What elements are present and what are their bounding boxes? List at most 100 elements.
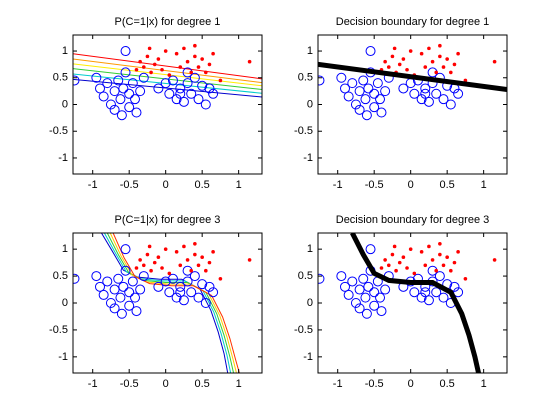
point: [185, 59, 190, 64]
point: [98, 91, 109, 102]
point: [149, 70, 153, 75]
subplot: -1 -0.5 0 0.5 1 -1 -0.5 0 0.5 1 P(C=1|x) for degre…: [49, 16, 263, 191]
point: [438, 292, 449, 303]
point: [189, 271, 200, 282]
point: [360, 292, 371, 303]
point: [390, 54, 395, 59]
point: [189, 72, 200, 83]
point: [318, 273, 325, 284]
y-tick-label: -0.5: [49, 125, 68, 137]
point: [91, 271, 102, 282]
point: [164, 287, 175, 298]
point: [141, 65, 146, 69]
point: [376, 107, 387, 118]
point: [463, 276, 468, 281]
point: [408, 49, 413, 53]
point: [492, 59, 497, 64]
point: [211, 250, 215, 254]
curve: [101, 233, 229, 373]
point: [167, 75, 178, 86]
x-tick-label: -1: [88, 378, 98, 390]
point: [431, 287, 442, 298]
point: [369, 88, 380, 99]
point: [130, 94, 141, 105]
point: [182, 244, 186, 249]
point: [115, 292, 126, 303]
point: [431, 88, 442, 99]
point: [361, 308, 372, 319]
point: [171, 94, 182, 105]
point: [445, 255, 449, 260]
point: [438, 241, 442, 246]
point: [449, 281, 460, 292]
point: [134, 266, 139, 270]
x-tick-label: -0.5: [120, 179, 139, 191]
point: [178, 263, 183, 268]
point: [118, 83, 129, 94]
point: [430, 258, 435, 262]
point: [186, 287, 197, 298]
point: [394, 268, 398, 273]
point: [193, 241, 197, 246]
y-tick-label: -1: [303, 152, 313, 164]
point: [186, 88, 197, 99]
subplot-title: P(C=1|x) for degree 1: [115, 16, 221, 28]
point: [445, 99, 456, 110]
point: [363, 83, 374, 94]
point: [120, 265, 131, 276]
point: [131, 107, 142, 118]
point: [401, 255, 406, 260]
point: [434, 268, 439, 273]
point: [423, 263, 428, 268]
curve: [73, 58, 262, 84]
point: [156, 255, 161, 260]
x-tick-label: -1: [333, 179, 343, 191]
point: [149, 268, 153, 273]
point: [138, 72, 149, 83]
point: [398, 83, 409, 94]
point: [354, 104, 365, 115]
point: [167, 271, 172, 276]
point: [423, 65, 428, 69]
point: [247, 258, 252, 262]
point: [380, 86, 391, 97]
y-tick-label: -1: [303, 351, 313, 363]
point: [340, 83, 350, 94]
point: [167, 73, 172, 77]
y-tick-label: 0.5: [53, 270, 68, 282]
point: [200, 298, 211, 308]
point: [145, 54, 150, 59]
point: [434, 271, 445, 282]
point: [131, 306, 142, 317]
y-tick-label: 0.5: [298, 72, 313, 84]
curve: [318, 61, 507, 93]
point: [369, 300, 380, 311]
point: [375, 94, 386, 105]
point: [409, 287, 420, 298]
point: [116, 308, 127, 319]
point: [340, 281, 350, 292]
point: [185, 258, 190, 262]
x-tick-label: 1: [236, 378, 242, 390]
y-tick-label: 0.5: [298, 270, 313, 282]
point: [343, 289, 354, 300]
subplot: -1 -0.5 0 0.5 1 -1 -0.5 0 0.5 1 Decision boundary …: [294, 214, 508, 390]
point: [115, 94, 126, 105]
point: [73, 273, 80, 284]
point: [441, 263, 446, 268]
point: [163, 247, 168, 251]
point: [416, 94, 427, 105]
curve: [109, 233, 237, 373]
point: [124, 287, 135, 298]
y-tick-label: 0: [62, 98, 68, 110]
point: [409, 88, 420, 99]
point: [134, 67, 139, 72]
point: [147, 244, 152, 249]
point: [160, 78, 171, 89]
point: [171, 292, 182, 303]
point: [138, 59, 142, 64]
point: [147, 46, 152, 51]
point: [423, 295, 434, 306]
point: [354, 284, 365, 295]
point: [175, 287, 186, 298]
